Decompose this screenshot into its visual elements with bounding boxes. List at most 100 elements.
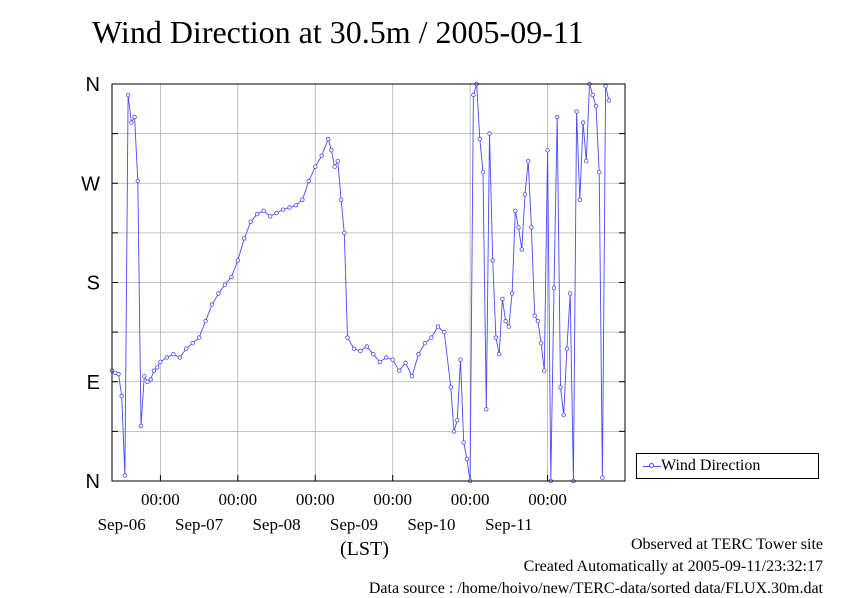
data-point <box>255 211 260 217</box>
x-tick-label: 00:00 <box>141 490 180 509</box>
data-point <box>522 192 528 197</box>
data-point <box>606 98 612 103</box>
legend-marker-icon <box>649 463 654 468</box>
x-tick-label: 00:00 <box>218 490 257 509</box>
data-point <box>351 346 357 351</box>
data-point <box>448 385 453 390</box>
data-point <box>280 207 286 212</box>
data-point <box>422 341 428 346</box>
data-point <box>329 147 334 153</box>
data-point <box>261 208 266 213</box>
data-point <box>119 393 124 399</box>
x-date-label: Sep-11 <box>485 515 533 534</box>
data-point <box>274 210 279 216</box>
data-point <box>190 341 195 346</box>
data-point <box>390 357 395 362</box>
data-point <box>158 359 163 365</box>
data-point <box>148 377 153 382</box>
data-point <box>229 274 234 280</box>
created-note: Created Automatically at 2005-09-11/23:3… <box>523 558 823 575</box>
data-point <box>342 230 347 236</box>
data-point <box>267 214 273 219</box>
data-point <box>248 219 253 224</box>
data-point <box>171 352 176 357</box>
x-tick-label: 00:00 <box>528 490 567 509</box>
data-point <box>564 346 570 351</box>
legend-label: Wind Direction <box>661 457 761 474</box>
data-point <box>490 258 495 263</box>
y-tick-label: S <box>87 273 100 295</box>
y-tick-label: N <box>86 74 100 96</box>
data-point <box>154 365 160 370</box>
data-point <box>319 153 324 158</box>
data-point <box>568 291 573 296</box>
data-point <box>503 318 508 324</box>
data-point <box>484 407 489 412</box>
data-point <box>377 359 382 365</box>
data-point <box>487 131 492 136</box>
x-tick-label: 00:00 <box>451 490 490 509</box>
data-point <box>555 114 560 120</box>
data-point <box>551 285 557 291</box>
data-point <box>577 197 582 202</box>
y-tick-label: W <box>81 173 100 195</box>
data-point <box>358 348 363 354</box>
data-point <box>516 225 521 230</box>
y-tick-label: N <box>86 471 100 493</box>
data-point <box>135 178 140 184</box>
data-point <box>442 329 447 335</box>
data-point <box>526 158 531 164</box>
data-point <box>335 158 340 164</box>
x-axis-label: (LST) <box>340 538 389 560</box>
data-point <box>584 158 589 164</box>
data-point <box>506 324 511 329</box>
data-point <box>497 352 502 357</box>
data-point <box>455 418 460 423</box>
data-point <box>600 475 605 480</box>
data-point <box>196 335 202 340</box>
data-point <box>493 335 499 340</box>
data-point <box>216 291 221 296</box>
data-point <box>535 318 541 324</box>
data-point <box>129 120 134 125</box>
data-point <box>145 379 150 384</box>
data-point <box>306 178 311 184</box>
data-point <box>332 164 337 169</box>
chart-title: Wind Direction at 30.5m / 2005-09-11 <box>92 14 584 50</box>
x-date-label: Sep-06 <box>98 515 146 534</box>
data-point <box>435 324 441 329</box>
data-point <box>326 136 331 142</box>
data-point <box>235 258 240 263</box>
data-point <box>313 164 318 169</box>
data-point <box>125 92 131 98</box>
data-point <box>574 109 579 114</box>
data-point <box>461 440 466 445</box>
data-point <box>480 169 486 175</box>
data-point <box>203 318 208 324</box>
data-point <box>538 341 544 346</box>
data-point <box>409 374 415 379</box>
data-point <box>561 412 566 417</box>
data-point <box>513 208 518 213</box>
data-point <box>545 147 550 153</box>
source-note: Data source : /home/hoivo/new/TERC-data/… <box>368 580 823 597</box>
data-point <box>403 360 408 366</box>
data-point <box>183 346 189 351</box>
x-axis-labels: 00:00 Sep-06 00:00 Sep-07 00:00 Sep-08 00:00 Se… <box>98 490 567 534</box>
y-axis-labels: N E S W N <box>81 74 100 493</box>
data-point <box>458 357 463 362</box>
data-point <box>300 197 305 202</box>
data-point <box>558 385 563 390</box>
data-point <box>132 114 137 120</box>
data-point <box>542 368 547 373</box>
x-tick-label: 00:00 <box>296 490 335 509</box>
y-tick-label: E <box>87 372 100 394</box>
data-point <box>477 136 482 142</box>
data-point <box>580 120 586 125</box>
data-point <box>509 291 515 296</box>
data-point <box>451 429 457 434</box>
data-point <box>364 344 370 349</box>
data-point <box>138 423 144 429</box>
data-point <box>603 83 608 89</box>
